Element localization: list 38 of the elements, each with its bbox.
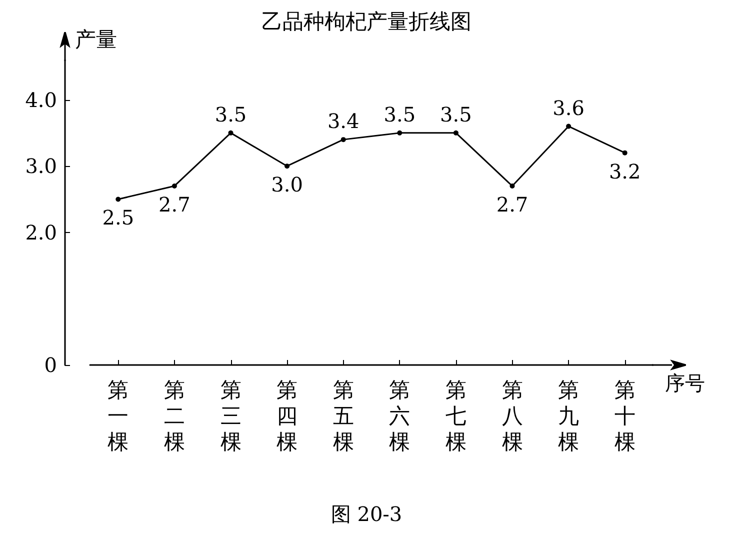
- point: [340, 137, 346, 142]
- data-label: 3.2: [608, 159, 641, 184]
- data-label: 3.6: [552, 96, 584, 120]
- x-axis-title: 序号: [665, 371, 705, 395]
- data-label: 2.7: [496, 192, 528, 216]
- data-label: 3.5: [440, 102, 472, 126]
- x-tick-label: 第四棵: [276, 378, 298, 454]
- x-tick-label: 第九棵: [558, 378, 580, 454]
- data-label: 3.4: [327, 109, 360, 134]
- x-tick-label: 第一棵: [108, 378, 129, 454]
- chart-title: 乙品种枸杞产量折线图: [262, 10, 472, 34]
- data-label: 3.0: [271, 172, 303, 197]
- point: [453, 130, 458, 136]
- x-tick-label: 第三棵: [220, 378, 242, 454]
- point: [397, 130, 402, 136]
- x-tick-label: 第五棵: [332, 378, 354, 454]
- x-tick-label: 第七棵: [445, 378, 466, 454]
- point: [566, 124, 572, 129]
- point: [172, 183, 177, 188]
- data-label: 2.7: [158, 192, 190, 216]
- y-tick-label: 4.0: [25, 88, 57, 112]
- y-tick-label: 2.0: [25, 220, 57, 244]
- caption: 图 20-3: [330, 502, 402, 526]
- point: [116, 196, 121, 202]
- point: [228, 130, 234, 136]
- y-axis-title: 产量: [75, 28, 117, 52]
- point: [510, 183, 515, 188]
- y-tick-label: 3.0: [25, 154, 57, 178]
- point: [284, 164, 290, 169]
- x-tick-label: 第二棵: [164, 378, 185, 454]
- point: [622, 150, 628, 156]
- x-tick-label: 第十棵: [614, 378, 636, 454]
- y-tick-label: 0: [44, 353, 57, 377]
- x-tick-label: 第八棵: [502, 378, 523, 454]
- data-label: 2.5: [102, 206, 134, 230]
- data-label: 3.5: [384, 102, 416, 126]
- data-label: 3.5: [214, 102, 247, 126]
- x-tick-label: 第六棵: [389, 378, 410, 454]
